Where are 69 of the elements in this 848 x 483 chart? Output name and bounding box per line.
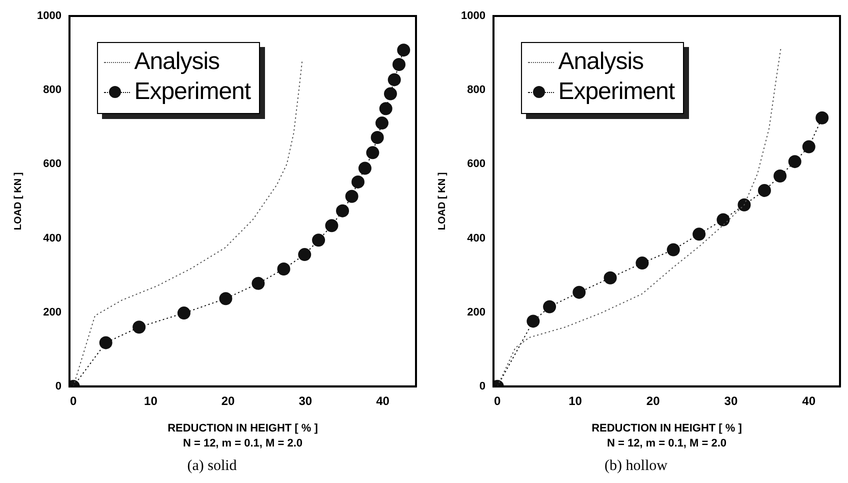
- point: [388, 73, 401, 86]
- x-tick-label: 30: [724, 394, 738, 408]
- legend-label: Analysis: [134, 48, 220, 76]
- point: [384, 87, 397, 100]
- x-tick-label: 40: [376, 394, 390, 408]
- x-tick-label: 10: [568, 394, 582, 408]
- x-tick-label: 10: [144, 394, 158, 408]
- point: [325, 219, 338, 232]
- text: (a) solid: [187, 458, 238, 474]
- point: [219, 292, 232, 306]
- text: N = 12, m = 0.1, M = 2.0: [182, 438, 303, 450]
- x-tick-label: 40: [802, 394, 816, 408]
- x-tick-label: 30: [298, 394, 312, 408]
- y-tick-label: 0: [55, 380, 62, 392]
- x-axis-title: REDUCTION IN HEIGHT [ % ]: [168, 422, 318, 434]
- point: [636, 256, 649, 270]
- point: [666, 243, 680, 256]
- y-tick-label: 600: [43, 158, 62, 170]
- point: [252, 276, 265, 290]
- y-tick-label: 800: [43, 84, 62, 96]
- x-tick-label: 20: [221, 394, 236, 408]
- text: N = 12, m = 0.1, M = 2.0: [606, 438, 727, 450]
- point: [379, 102, 392, 116]
- y-tick-label: 600: [467, 158, 486, 170]
- point: [758, 184, 771, 197]
- x-tick-label: 20: [646, 394, 660, 408]
- legend-label: Analysis: [558, 48, 644, 76]
- point: [298, 248, 312, 262]
- point: [526, 314, 540, 328]
- y-tick-label: 400: [43, 232, 62, 244]
- y-tick-label: 400: [467, 232, 486, 244]
- point: [99, 336, 112, 350]
- point: [692, 228, 706, 241]
- x-axis-title: REDUCTION IN HEIGHT [ % ]: [592, 422, 742, 434]
- point: [336, 204, 350, 218]
- point: [358, 162, 372, 175]
- point: [774, 170, 787, 183]
- point: [816, 111, 829, 124]
- point: [132, 320, 146, 334]
- point: [351, 175, 364, 188]
- point: [543, 300, 556, 314]
- point: [177, 306, 190, 320]
- y-tick-label: 200: [467, 306, 486, 318]
- point: [788, 155, 802, 168]
- legend-label: Experiment: [134, 78, 251, 106]
- point: [397, 44, 410, 57]
- point: [738, 198, 751, 212]
- y-axis-title: LOAD [ KN ]: [436, 172, 448, 230]
- point: [375, 116, 388, 130]
- point: [392, 58, 406, 72]
- point: [345, 190, 358, 203]
- point: [366, 146, 380, 160]
- point: [370, 130, 384, 144]
- y-axis-title: LOAD [ KN ]: [12, 172, 24, 230]
- point: [277, 262, 290, 276]
- y-tick-label: 200: [43, 306, 62, 318]
- x-tick-label: 0: [494, 394, 502, 408]
- y-tick-label: 1000: [36, 10, 62, 22]
- point: [572, 286, 586, 299]
- y-tick-label: 1000: [460, 10, 486, 22]
- point: [802, 140, 816, 154]
- legend-label: Experiment: [558, 78, 675, 106]
- x-tick-label: 0: [70, 394, 77, 408]
- text: (b) hollow: [604, 458, 668, 474]
- point: [312, 234, 326, 247]
- point: [604, 271, 617, 284]
- y-tick-label: 800: [467, 84, 486, 96]
- y-tick-label: 0: [479, 380, 486, 392]
- point: [716, 213, 730, 226]
